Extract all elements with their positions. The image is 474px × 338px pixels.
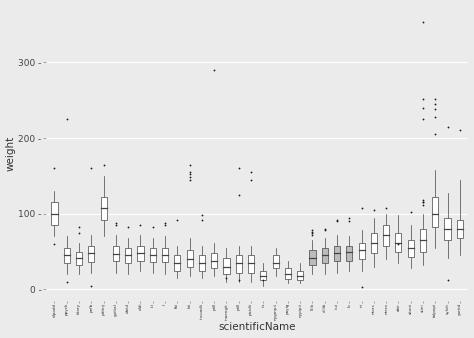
- Y-axis label: weight: weight: [6, 136, 16, 171]
- Bar: [211, 253, 217, 268]
- Bar: [371, 233, 377, 253]
- Bar: [174, 256, 181, 270]
- Bar: [322, 248, 328, 263]
- Bar: [76, 251, 82, 265]
- Bar: [445, 218, 451, 240]
- Bar: [346, 246, 352, 261]
- Bar: [432, 197, 438, 227]
- Bar: [260, 270, 266, 281]
- Bar: [187, 250, 192, 267]
- Bar: [383, 225, 389, 246]
- X-axis label: scientificName: scientificName: [219, 322, 296, 333]
- Bar: [334, 246, 340, 261]
- Bar: [64, 248, 70, 263]
- Bar: [273, 256, 279, 268]
- Bar: [358, 243, 365, 259]
- Bar: [457, 220, 463, 238]
- Bar: [223, 258, 229, 274]
- Bar: [395, 233, 401, 251]
- Bar: [88, 246, 94, 262]
- Bar: [236, 256, 242, 273]
- Bar: [113, 246, 119, 262]
- Bar: [248, 256, 254, 273]
- Bar: [125, 248, 131, 263]
- Bar: [297, 270, 303, 280]
- Bar: [150, 248, 156, 262]
- Bar: [162, 248, 168, 262]
- Bar: [310, 250, 316, 265]
- Bar: [51, 202, 57, 225]
- Bar: [137, 246, 144, 261]
- Bar: [408, 240, 414, 257]
- Bar: [420, 229, 426, 251]
- Bar: [285, 268, 291, 279]
- Bar: [199, 256, 205, 270]
- Bar: [100, 197, 107, 220]
